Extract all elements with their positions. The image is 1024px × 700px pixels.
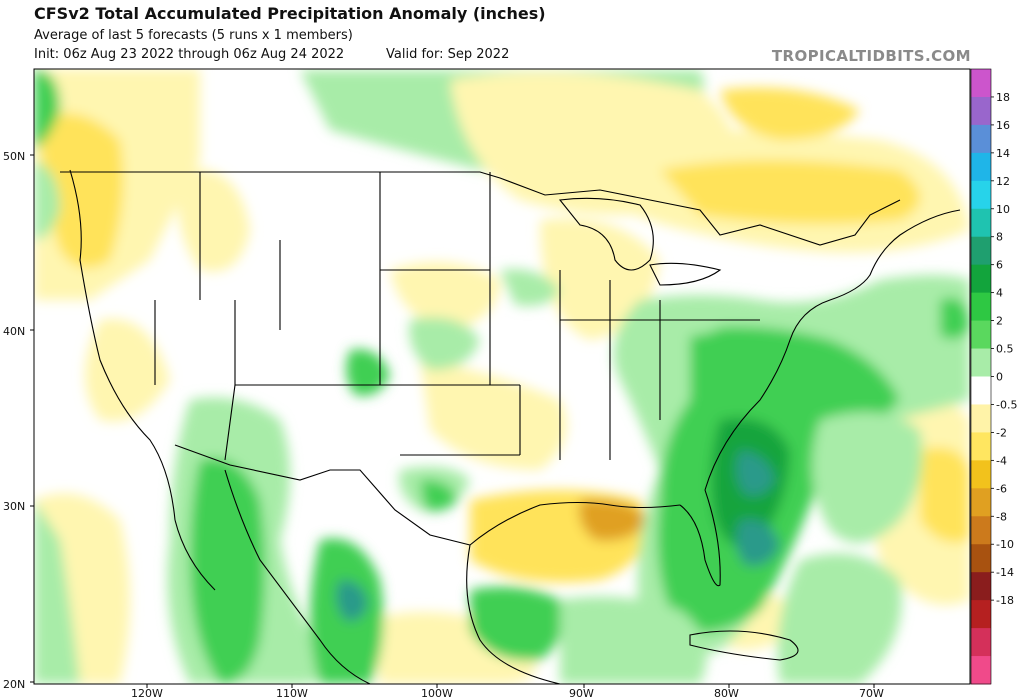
lon-label-120w: 120W — [131, 687, 163, 700]
chart-title: CFSv2 Total Accumulated Precipitation An… — [34, 4, 546, 23]
colorbar-swatch — [971, 96, 991, 126]
colorbar-label: 6 — [996, 259, 1003, 272]
lat-label-40n: 40N — [3, 325, 25, 338]
colorbar-swatch — [971, 124, 991, 154]
colorbar-swatch — [971, 292, 991, 322]
colorbar-swatch — [971, 628, 991, 657]
colorbar-label: -10 — [996, 538, 1014, 551]
colorbar-label: -6 — [996, 482, 1007, 495]
colorbar-label: -0.5 — [996, 398, 1017, 411]
chart-subtitle: Average of last 5 forecasts (5 runs x 1 … — [34, 28, 353, 43]
colorbar-swatch — [971, 600, 991, 629]
map-frame — [33, 68, 971, 685]
colorbar-legend: 18 16 14 12 10 8 6 4 2 0.5 0 -0.5 -2 -4 -6 -8 -10 -14 -18 — [970, 68, 1017, 685]
lat-label-30n: 30N — [3, 500, 25, 513]
colorbar-swatch — [971, 488, 991, 517]
colorbar-label: 0 — [996, 371, 1003, 384]
colorbar-swatch — [971, 516, 991, 545]
colorbar-swatch — [971, 180, 991, 210]
lon-label-90w: 90W — [569, 687, 594, 700]
colorbar-label: 4 — [996, 287, 1003, 300]
lat-label-50n: 50N — [3, 150, 25, 163]
valid-time: Valid for: Sep 2022 — [386, 47, 510, 62]
lat-label-20n: 20N — [3, 678, 25, 691]
lon-label-80w: 80W — [714, 687, 739, 700]
brand-watermark: TROPICALTIDBITS.COM — [771, 47, 971, 65]
anomaly-field — [34, 69, 970, 684]
colorbar-label: 14 — [996, 147, 1010, 160]
colorbar-label: -2 — [996, 426, 1007, 439]
colorbar-label: 2 — [996, 315, 1003, 328]
colorbar-label: 0.5 — [996, 343, 1014, 356]
colorbar-swatch — [971, 152, 991, 182]
colorbar-swatch — [971, 432, 991, 461]
colorbar-label: 10 — [996, 203, 1010, 216]
colorbar-label: 8 — [996, 231, 1003, 244]
colorbar-swatch — [971, 348, 991, 377]
colorbar-swatch — [971, 208, 991, 238]
colorbar-label: -14 — [996, 566, 1014, 579]
colorbar-label: -18 — [996, 594, 1014, 607]
colorbar-label: -4 — [996, 454, 1007, 467]
colorbar-label: -8 — [996, 510, 1007, 523]
colorbar-swatch — [971, 320, 991, 350]
colorbar-swatch — [971, 69, 991, 98]
colorbar-swatch — [971, 376, 991, 405]
colorbar-swatch — [971, 656, 991, 685]
lon-label-100w: 100W — [421, 687, 453, 700]
colorbar-swatch — [971, 572, 991, 601]
coastline-borders — [60, 169, 961, 684]
colorbar-label: 12 — [996, 175, 1010, 188]
colorbar-swatch — [971, 544, 991, 573]
colorbar-swatch — [971, 264, 991, 294]
init-time: Init: 06z Aug 23 2022 through 06z Aug 24… — [34, 47, 345, 62]
lon-label-110w: 110W — [276, 687, 308, 700]
colorbar-label: 16 — [996, 119, 1010, 132]
colorbar-label: 18 — [996, 91, 1010, 104]
colorbar-swatch — [971, 236, 991, 266]
colorbar-swatch — [971, 404, 991, 433]
colorbar-swatch — [971, 460, 991, 489]
lon-label-70w: 70W — [859, 687, 884, 700]
